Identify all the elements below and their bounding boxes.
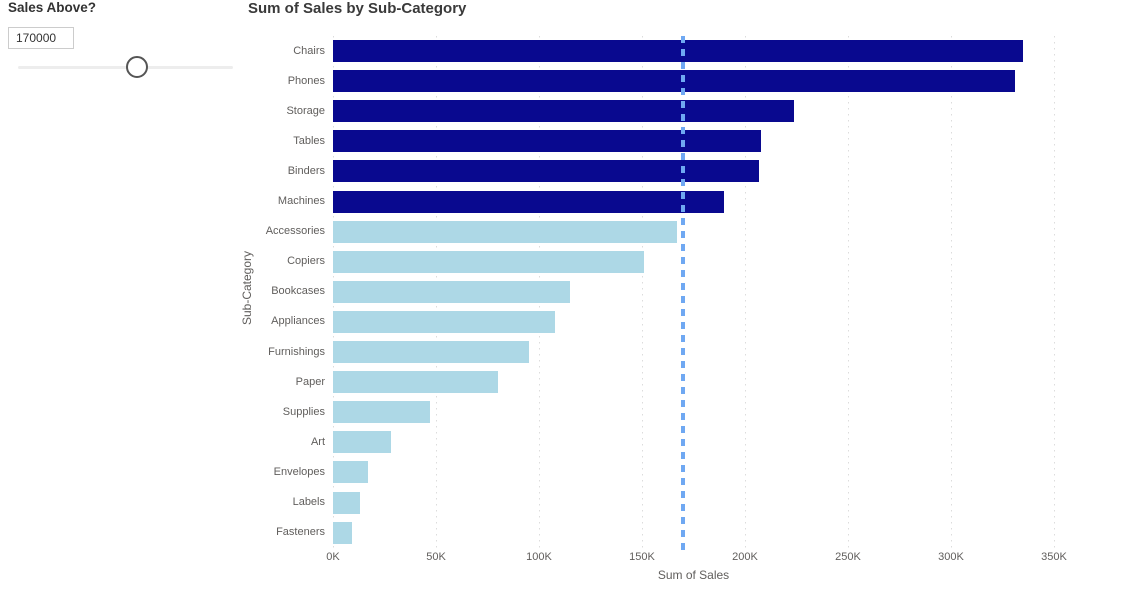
slicer-value-input[interactable] bbox=[8, 27, 74, 49]
gridline-250k bbox=[848, 36, 849, 548]
x-tick-200k: 200K bbox=[732, 551, 758, 563]
category-label-storage: Storage bbox=[286, 104, 325, 117]
bar-copiers[interactable] bbox=[333, 250, 645, 273]
gridline-300k bbox=[951, 36, 952, 548]
x-tick-0k: 0K bbox=[326, 551, 340, 563]
gridline-350k bbox=[1054, 36, 1055, 548]
category-label-paper: Paper bbox=[295, 375, 325, 388]
bar-phones[interactable] bbox=[333, 70, 1015, 93]
category-label-envelopes: Envelopes bbox=[273, 465, 325, 478]
bar-accessories[interactable] bbox=[333, 220, 678, 243]
category-label-chairs: Chairs bbox=[293, 44, 325, 57]
bar-labels[interactable] bbox=[333, 491, 360, 514]
x-tick-250k: 250K bbox=[835, 551, 861, 563]
bar-appliances[interactable] bbox=[333, 310, 556, 333]
y-axis-title: Sub-Category bbox=[240, 250, 254, 326]
threshold-line bbox=[681, 36, 686, 554]
category-label-copiers: Copiers bbox=[287, 255, 325, 268]
category-label-labels: Labels bbox=[292, 496, 325, 509]
category-label-binders: Binders bbox=[287, 164, 325, 177]
bar-storage[interactable] bbox=[333, 100, 795, 123]
category-label-bookcases: Bookcases bbox=[271, 285, 325, 298]
category-label-phones: Phones bbox=[287, 74, 325, 87]
x-tick-300k: 300K bbox=[938, 551, 964, 563]
category-label-fasteners: Fasteners bbox=[276, 526, 325, 539]
bar-fasteners[interactable] bbox=[333, 521, 352, 544]
bar-tables[interactable] bbox=[333, 130, 762, 153]
category-label-appliances: Appliances bbox=[271, 315, 325, 328]
x-axis-title: Sum of Sales bbox=[657, 568, 730, 582]
category-label-furnishings: Furnishings bbox=[268, 345, 325, 358]
slicer-title: Sales Above? bbox=[8, 0, 97, 15]
slicer-slider-handle[interactable] bbox=[126, 56, 149, 78]
bar-paper[interactable] bbox=[333, 371, 498, 394]
bar-binders[interactable] bbox=[333, 160, 760, 183]
category-label-machines: Machines bbox=[277, 195, 325, 208]
x-tick-50k: 50K bbox=[426, 551, 446, 563]
bar-bookcases[interactable] bbox=[333, 280, 570, 303]
bar-furnishings[interactable] bbox=[333, 341, 529, 364]
bar-supplies[interactable] bbox=[333, 401, 430, 424]
category-label-supplies: Supplies bbox=[282, 405, 325, 418]
slicer-slider-track[interactable] bbox=[18, 56, 233, 78]
category-label-accessories: Accessories bbox=[265, 225, 325, 238]
x-tick-150k: 150K bbox=[629, 551, 655, 563]
bar-envelopes[interactable] bbox=[333, 461, 369, 484]
bar-chairs[interactable] bbox=[333, 40, 1024, 63]
chart-title: Sum of Sales by Sub-Category bbox=[248, 0, 467, 17]
gridline-150k bbox=[642, 36, 643, 548]
category-label-tables: Tables bbox=[293, 134, 325, 147]
x-tick-350k: 350K bbox=[1041, 551, 1067, 563]
bar-art[interactable] bbox=[333, 431, 391, 454]
gridline-200k bbox=[745, 36, 746, 548]
x-tick-100k: 100K bbox=[526, 551, 552, 563]
category-label-art: Art bbox=[310, 435, 325, 448]
bar-machines[interactable] bbox=[333, 190, 725, 213]
